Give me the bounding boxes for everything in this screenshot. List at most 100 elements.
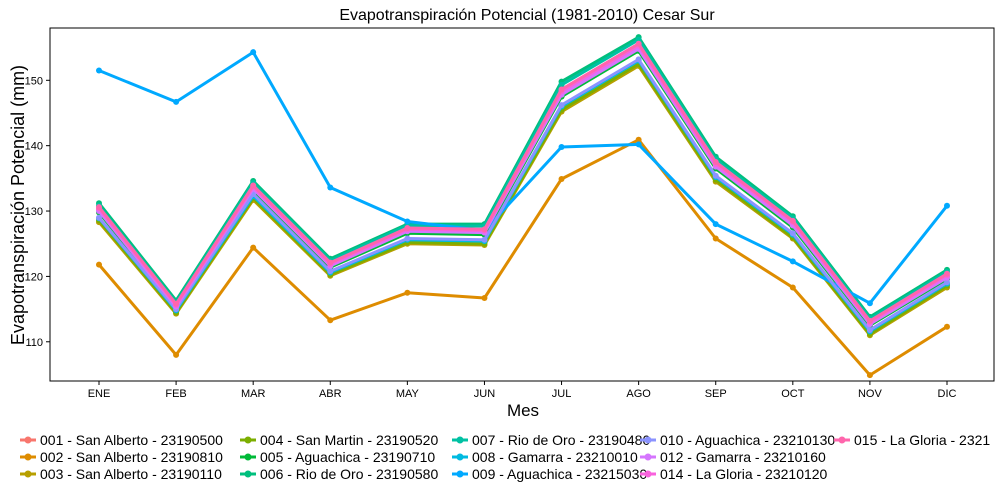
y-tick-label: 150 — [25, 75, 43, 87]
series-group — [96, 34, 950, 379]
plot-panel — [49, 27, 995, 382]
chart-title: Evapotranspiración Potencial (1981-2010)… — [339, 7, 715, 24]
x-tick-label: OCT — [781, 388, 805, 400]
x-tick-label: SEP — [705, 388, 727, 400]
data-point — [712, 172, 719, 179]
series-1 — [96, 136, 950, 379]
legend-key-point — [644, 470, 652, 478]
x-tick-label: ABR — [319, 388, 342, 400]
data-point — [866, 317, 873, 324]
legend-key-point — [24, 453, 32, 461]
data-point — [558, 143, 565, 150]
data-point — [96, 67, 102, 74]
data-point — [481, 236, 488, 243]
data-point — [96, 214, 102, 221]
legend-label: 010 - Aguachica - 23210130 — [660, 432, 835, 448]
legend-label: 015 - La Gloria - 2321 — [854, 432, 990, 448]
y-tick-label: 130 — [25, 206, 43, 218]
legend-item: 001 - San Alberto - 23190500 — [20, 432, 223, 448]
legend-item: 003 - San Alberto - 23190110 — [20, 466, 222, 482]
series-line — [97, 138, 948, 377]
legend-label: 005 - Aguachica - 23190710 — [260, 449, 435, 465]
legend-label: 009 - Aguachica - 23215030 — [472, 466, 647, 482]
legend-label: 006 - Rio de Oro - 23190580 — [260, 466, 438, 482]
legend-label: 007 - Rio de Oro - 23190480 — [472, 432, 650, 448]
legend-item: 014 - La Gloria - 23210120 — [640, 466, 828, 482]
series-12 — [96, 40, 950, 324]
data-point — [789, 230, 796, 237]
legend-item: 012 - Gamarra - 23210160 — [640, 449, 826, 465]
series-9 — [96, 56, 950, 334]
legend-key-point — [24, 436, 32, 444]
series-line — [97, 57, 948, 332]
legend-key-point — [456, 470, 464, 478]
data-point — [404, 289, 411, 296]
x-tick-label: NOV — [858, 388, 883, 400]
data-point — [558, 81, 565, 88]
data-point — [635, 40, 642, 47]
data-point — [944, 323, 950, 330]
data-point — [96, 261, 102, 268]
legend-item: 002 - San Alberto - 23190810 — [20, 449, 223, 465]
y-axis-title: Evapotranspiración Potencial (mm) — [8, 65, 28, 345]
legend-item: 007 - Rio de Oro - 23190480 — [452, 432, 650, 448]
data-point — [866, 372, 873, 379]
data-point — [866, 327, 873, 334]
series-8 — [96, 49, 950, 307]
legend-item: 010 - Aguachica - 23210130 — [640, 432, 835, 448]
data-point — [404, 218, 411, 225]
data-point — [173, 351, 180, 358]
legend-item: 008 - Gamarra - 23210010 — [452, 449, 638, 465]
data-point — [712, 159, 719, 166]
series-line — [98, 50, 949, 305]
data-point — [635, 141, 642, 148]
data-point — [250, 244, 257, 251]
data-point — [250, 49, 257, 56]
x-axis: ENE FEB MAR ABR MAY JUN JUL AGO SEP OCT NOV DIC — [88, 381, 957, 400]
data-point — [558, 176, 565, 183]
legend-item: 006 - Rio de Oro - 23190580 — [240, 466, 438, 482]
legend-key-point — [838, 436, 846, 444]
legend-key-point — [456, 453, 464, 461]
data-point — [635, 136, 642, 143]
data-point — [404, 225, 411, 232]
data-point — [404, 235, 411, 242]
legend-key-point — [244, 436, 252, 444]
data-point — [712, 221, 719, 228]
legend-key-point — [244, 453, 252, 461]
legend-key-point — [644, 436, 652, 444]
legend-label: 004 - San Martin - 23190520 — [260, 432, 438, 448]
legend-label: 008 - Gamarra - 23210010 — [472, 449, 638, 465]
x-tick-label: DIC — [938, 388, 957, 400]
data-point — [558, 102, 565, 109]
legend-label: 012 - Gamarra - 23210160 — [660, 449, 826, 465]
legend-item: 015 - La Gloria - 2321 — [834, 432, 990, 448]
x-axis-title: Mes — [507, 401, 539, 420]
data-point — [250, 182, 257, 189]
data-point — [327, 268, 334, 275]
legend-key-point — [244, 470, 252, 478]
legend-label: 002 - San Alberto - 23190810 — [40, 449, 223, 465]
data-point — [173, 300, 180, 307]
y-tick-label: 110 — [25, 337, 43, 349]
data-point — [635, 56, 642, 63]
data-point — [789, 217, 796, 224]
data-point — [944, 270, 950, 277]
data-point — [327, 317, 334, 324]
data-point — [481, 294, 488, 301]
x-tick-label: JUN — [474, 388, 495, 400]
legend-item: 005 - Aguachica - 23190710 — [240, 449, 435, 465]
y-tick-label: 140 — [25, 141, 43, 153]
series-line — [97, 42, 948, 323]
data-point — [944, 279, 950, 286]
data-point — [944, 202, 950, 209]
legend-label: 014 - La Gloria - 23210120 — [660, 466, 828, 482]
data-point — [173, 98, 180, 105]
x-tick-label: MAR — [241, 388, 266, 400]
data-point — [327, 184, 334, 191]
data-point — [558, 86, 565, 93]
data-point — [96, 204, 102, 211]
data-point — [866, 300, 873, 307]
